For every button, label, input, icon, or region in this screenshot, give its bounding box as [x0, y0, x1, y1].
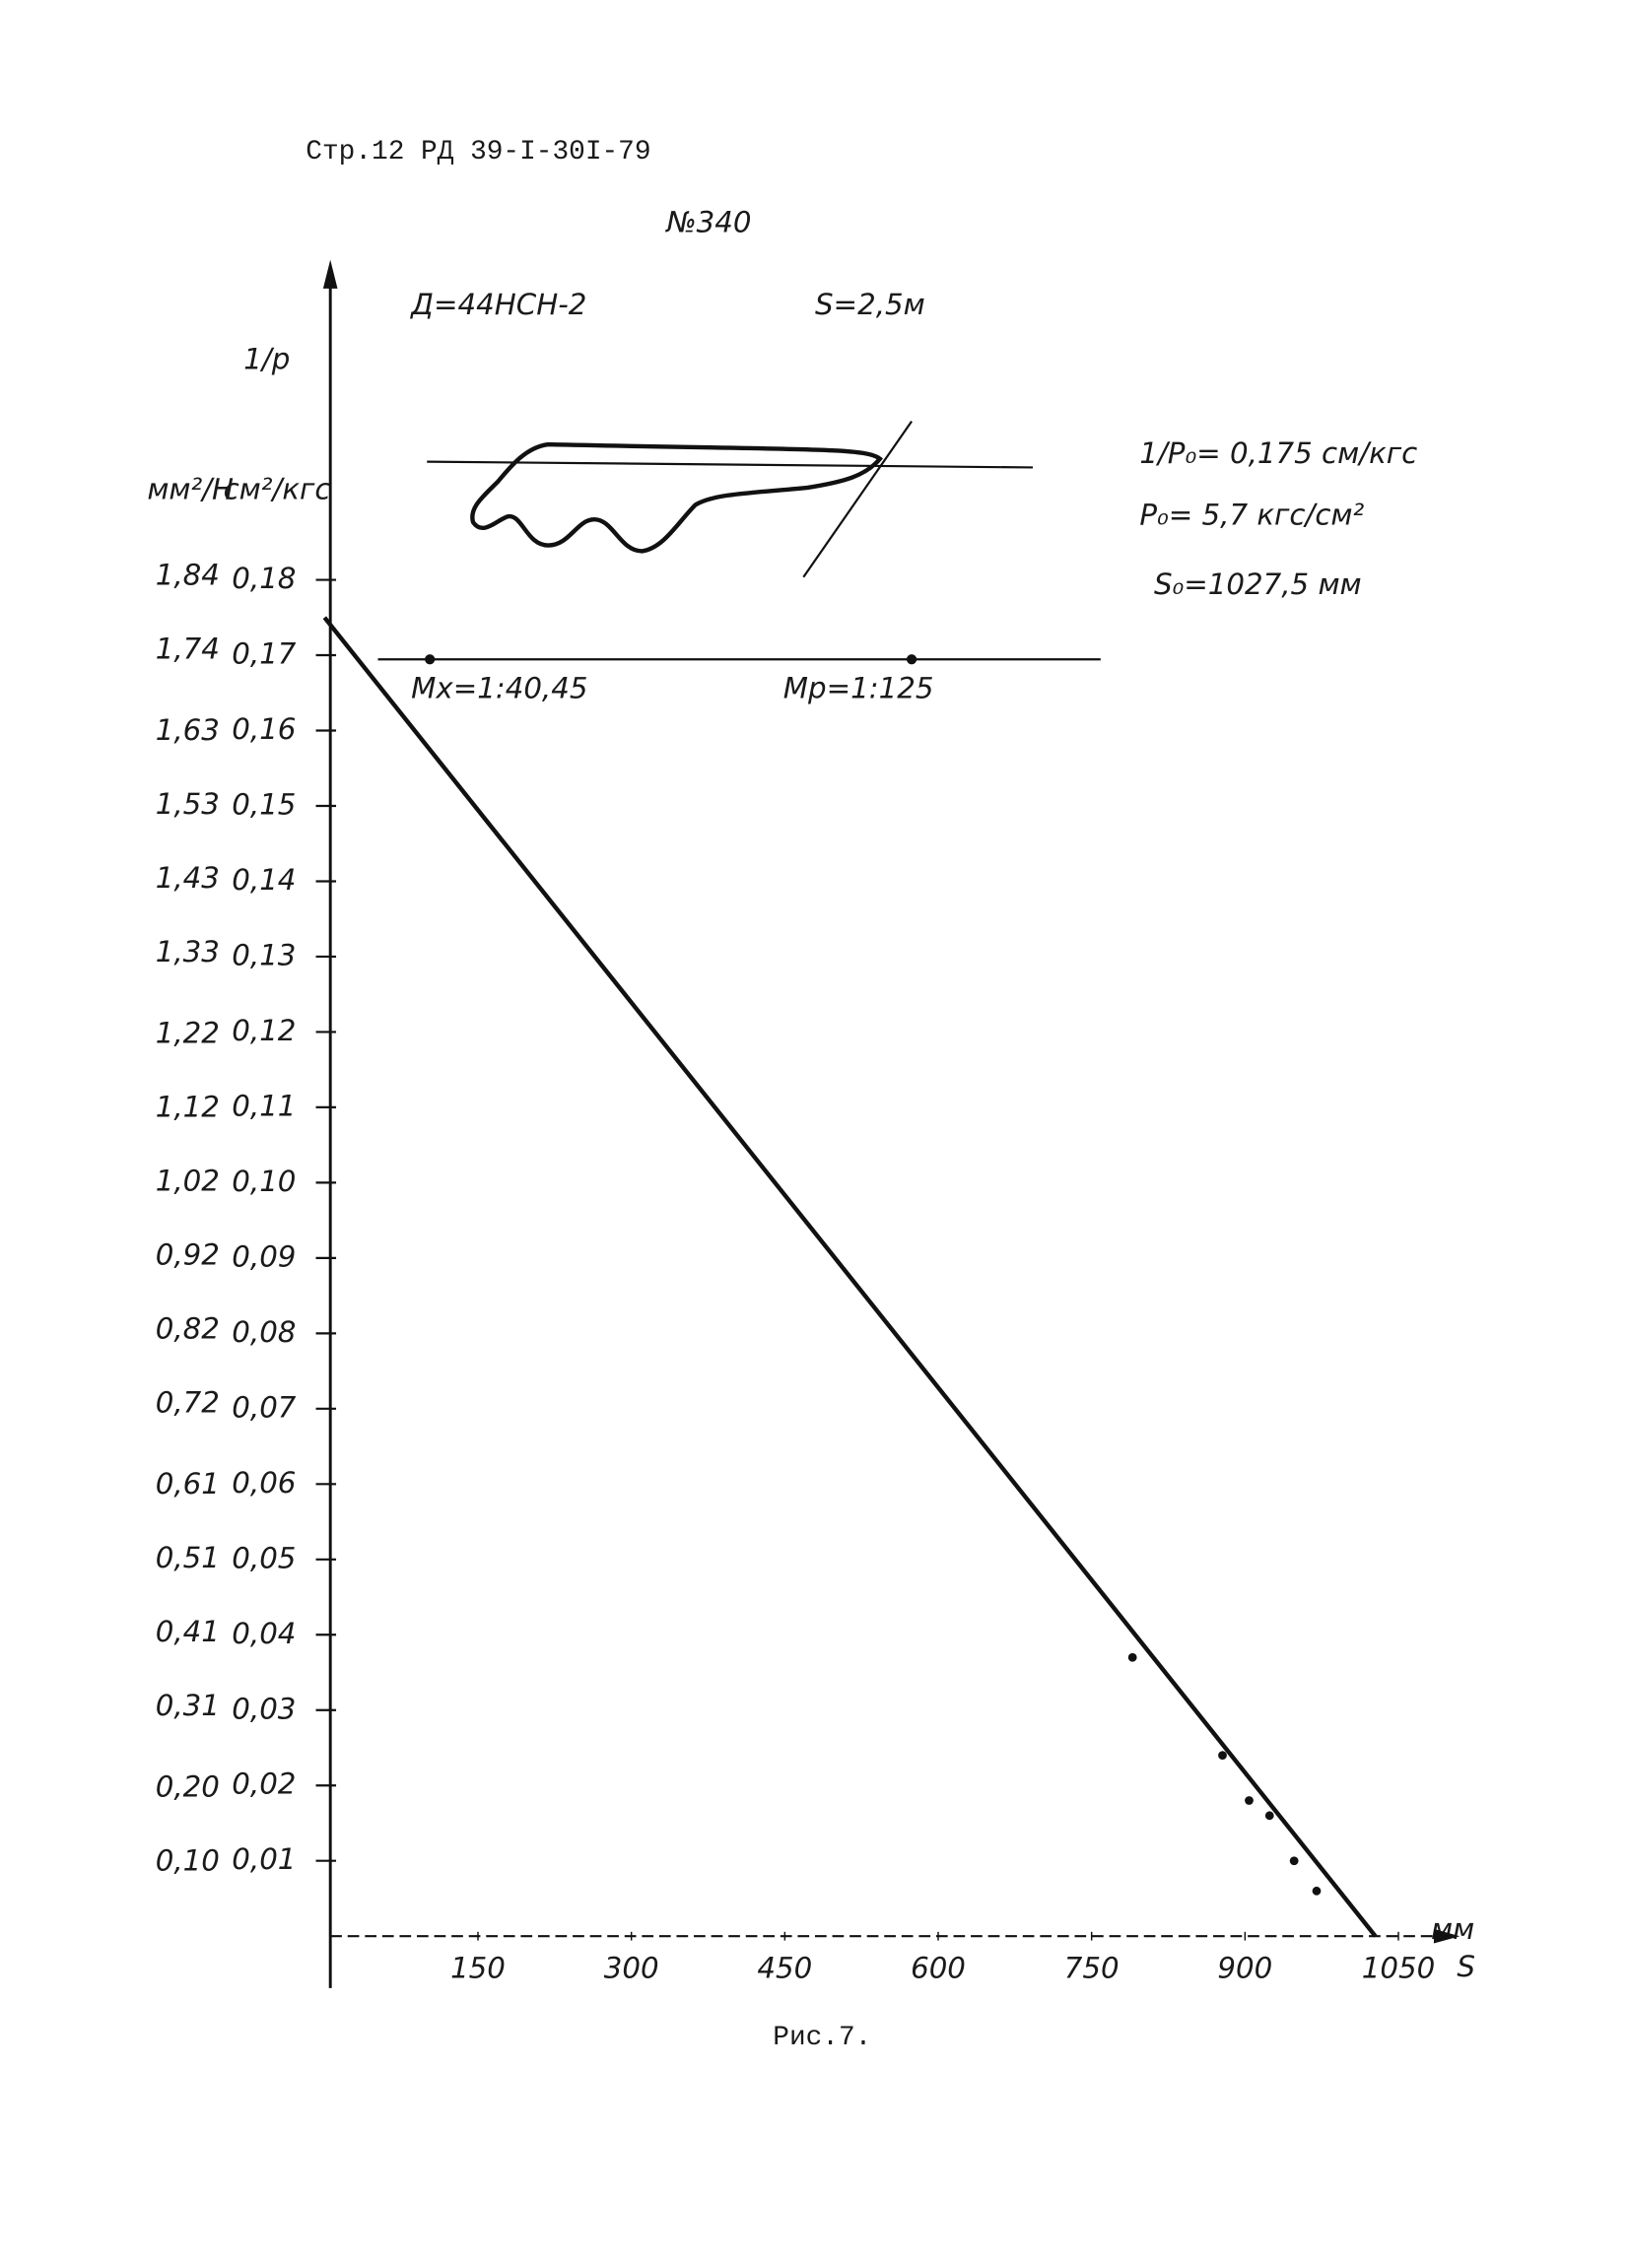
x-tick-label: 900	[1217, 1951, 1272, 1984]
x-tick-label: 150	[450, 1951, 506, 1984]
y2-tick-label: 1,02	[156, 1165, 220, 1198]
page-header: Стр.12 РД 39-I-30I-79	[306, 137, 650, 167]
data-point	[1289, 1856, 1299, 1866]
x-axis-label: S	[1457, 1950, 1475, 1983]
x-axis-arrow	[1433, 1928, 1460, 1944]
y-tick-label: 0,09	[232, 1239, 296, 1273]
y2-tick-label: 0,92	[156, 1238, 220, 1272]
y2-tick-label: 0,72	[156, 1386, 220, 1420]
x-tick-label: 750	[1064, 1951, 1120, 1984]
annotation: S=2,5м	[815, 288, 925, 321]
annotation: Mx=1:40,45	[411, 671, 587, 704]
x-tick-label: 1050	[1362, 1951, 1435, 1984]
y2-tick-label: 1,84	[156, 559, 220, 592]
y2-tick-label: 0,51	[156, 1541, 220, 1574]
y-tick-label: 0,12	[232, 1014, 296, 1047]
y2-tick-label: 0,20	[156, 1770, 220, 1804]
y-tick-label: 0,03	[232, 1692, 296, 1725]
figure-caption: Рис.7.	[773, 2023, 871, 2053]
x-tick-label: 600	[911, 1951, 966, 1984]
y2-tick-label: 1,53	[156, 787, 220, 821]
fit-line	[322, 616, 1378, 1938]
y2-tick-label: 1,43	[156, 861, 220, 895]
annotation: 1/P₀= 0,175 см/кгс	[1139, 436, 1417, 470]
data-point	[1218, 1751, 1227, 1761]
x-tick-label: 300	[604, 1951, 659, 1984]
data-point	[1312, 1886, 1322, 1896]
y-tick-label: 0,06	[232, 1466, 296, 1500]
y2-tick-label: 1,22	[156, 1017, 220, 1050]
data-point	[1127, 1652, 1137, 1662]
y2-tick-label: 1,12	[156, 1091, 220, 1124]
y2-tick-label: 0,61	[156, 1467, 220, 1501]
sample-number: №340	[664, 205, 751, 238]
y-tick-label: 0,14	[232, 863, 296, 897]
y2-tick-label: 0,41	[156, 1615, 220, 1648]
y-tick-label: 0,08	[232, 1315, 296, 1349]
y-unit: см²/кгс	[224, 472, 331, 505]
y-tick-label: 0,02	[232, 1768, 296, 1801]
annotation: S₀=1027,5 мм	[1154, 567, 1362, 601]
y-tick-label: 0,04	[232, 1617, 296, 1650]
y-tick-label: 0,10	[232, 1165, 296, 1198]
x-tick-label: 450	[757, 1951, 812, 1984]
y2-tick-label: 0,10	[156, 1844, 220, 1878]
y2-unit: мм²/Н	[147, 472, 234, 505]
y-tick-label: 0,11	[232, 1089, 296, 1122]
annotation: P₀= 5,7 кгс/см²	[1139, 499, 1364, 532]
y2-tick-label: 1,33	[156, 935, 220, 968]
y-tick-label: 0,13	[232, 938, 296, 971]
annotation: Mp=1:125	[783, 671, 934, 704]
y-tick-label: 0,07	[232, 1390, 297, 1424]
y-axis-arrow	[322, 259, 338, 289]
y-axis-label: 1/p	[243, 343, 290, 376]
y2-tick-label: 1,63	[156, 713, 220, 747]
y2-tick-label: 0,82	[156, 1312, 220, 1346]
y-tick-label: 0,15	[232, 787, 296, 821]
y-tick-label: 0,17	[232, 637, 297, 671]
y-tick-label: 0,16	[232, 712, 296, 746]
data-point	[1264, 1811, 1274, 1821]
y2-tick-label: 1,74	[156, 633, 220, 666]
dynamogram	[377, 420, 1101, 665]
y-tick-label: 0,18	[232, 562, 296, 595]
data-point	[1245, 1796, 1254, 1805]
y-tick-label: 0,01	[232, 1842, 296, 1876]
annotation: Д=44НСН-2	[409, 288, 586, 321]
y-tick-label: 0,05	[232, 1541, 296, 1574]
y2-tick-label: 0,31	[156, 1689, 220, 1722]
